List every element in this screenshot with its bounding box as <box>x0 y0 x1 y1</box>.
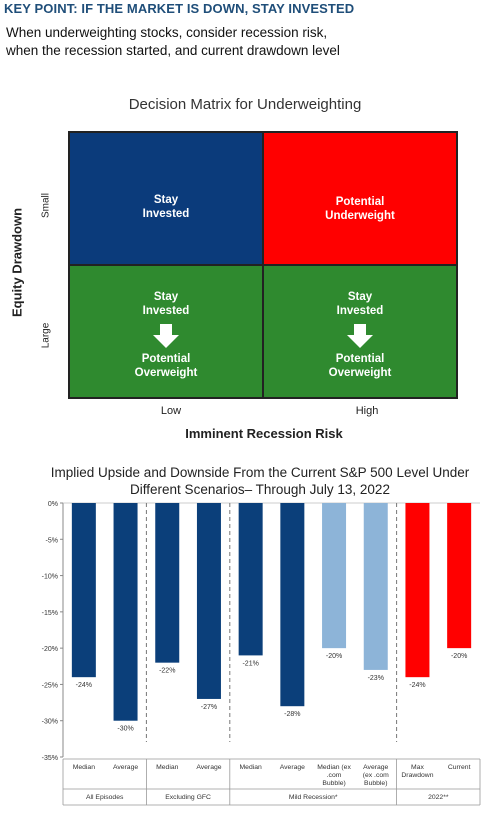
down-arrow-icon <box>347 324 373 348</box>
cell-line: Invested <box>142 305 190 317</box>
bar <box>71 503 96 678</box>
bar-value-label: -27% <box>201 704 217 711</box>
y-tick-label: -30% <box>42 719 58 726</box>
category-label: Average <box>363 764 388 771</box>
category-label: Drawdown <box>401 772 433 779</box>
bar <box>280 503 305 707</box>
bar <box>363 503 388 670</box>
matrix-y-axis-title: Equity Drawdown <box>9 207 25 318</box>
category-label: Current <box>448 764 471 771</box>
bar <box>238 503 263 656</box>
cell-line: Overweight <box>134 367 198 379</box>
cell-text: Potential Overweight <box>264 352 456 380</box>
cell-text: Stay Invested <box>70 290 262 318</box>
cell-text: Potential Underweight <box>264 195 456 223</box>
chart-title: Implied Upside and Downside From the Cur… <box>50 465 470 497</box>
cell-text: Stay Invested <box>264 290 456 318</box>
bar-value-label: -24% <box>76 682 92 689</box>
matrix-x-label-low: Low <box>160 405 182 417</box>
bar-value-label: -21% <box>242 660 258 667</box>
y-tick-label: -15% <box>42 610 58 617</box>
bar-value-label: -22% <box>159 668 175 675</box>
bar-value-label: -30% <box>117 726 133 733</box>
matrix-y-label-large: Large <box>40 322 52 349</box>
category-label: Bubble) <box>364 780 387 787</box>
y-tick-label: -35% <box>42 755 58 762</box>
group-label: All Episodes <box>86 794 124 801</box>
cell-line: Potential <box>141 353 191 365</box>
cell-line: Stay <box>153 291 179 303</box>
bar <box>155 503 180 663</box>
bar <box>113 503 138 721</box>
y-tick-label: -10% <box>42 574 58 581</box>
category-label: Median <box>73 764 96 771</box>
bar-chart: 0% -5% -10% -15% -20% -25% -30% -35% -24% Median -… <box>42 501 481 806</box>
bar-value-label: -23% <box>368 675 384 682</box>
bar-value-label: -20% <box>451 653 467 660</box>
decision-matrix: Stay Invested Potential Underweight Stay… <box>68 131 458 399</box>
bar <box>196 503 221 699</box>
matrix-y-label-small: Small <box>40 193 52 219</box>
category-label: .com <box>327 772 342 779</box>
bar-value-label: -28% <box>284 711 300 718</box>
category-label: Average <box>196 764 221 771</box>
y-tick-label: -5% <box>46 537 58 544</box>
bar-value-label: -24% <box>409 682 425 689</box>
bar-value-label: -20% <box>326 653 342 660</box>
down-arrow-icon <box>153 324 179 348</box>
y-tick-label: 0% <box>48 501 58 508</box>
cell-line: Stay <box>347 291 373 303</box>
bar <box>322 503 347 649</box>
cell-text: Potential Overweight <box>70 352 262 380</box>
group-label: Excluding GFC <box>165 794 211 801</box>
category-label: Bubble) <box>322 780 345 787</box>
key-point-subtitle-line2: when the recession started, and current … <box>6 43 340 58</box>
y-tick-label: -20% <box>42 646 58 653</box>
group-label: 2022** <box>428 794 449 801</box>
matrix-cell-large-low: Stay Invested Potential Overweight <box>69 265 263 398</box>
matrix-x-axis-title: Imminent Recession Risk <box>185 426 343 441</box>
key-point-subtitle-line1: When underweighting stocks, consider rec… <box>6 25 328 40</box>
matrix-cell-large-high: Stay Invested Potential Overweight <box>263 265 457 398</box>
cell-line: Invested <box>142 208 190 220</box>
cell-line: Potential <box>335 196 385 208</box>
matrix-x-label-high: High <box>355 405 379 417</box>
bar <box>447 503 472 649</box>
matrix-cell-small-low: Stay Invested <box>69 132 263 265</box>
cell-text: Stay Invested <box>70 193 262 221</box>
category-label: Max <box>411 764 424 771</box>
cell-line: Underweight <box>325 210 395 222</box>
matrix-cell-small-high: Potential Underweight <box>263 132 457 265</box>
cell-line: Overweight <box>328 367 392 379</box>
category-label: Median <box>156 764 179 771</box>
category-label: Median (ex <box>317 764 351 771</box>
cell-line: Invested <box>336 305 384 317</box>
group-label: Mild Recession* <box>289 794 338 801</box>
category-label: Average <box>113 764 138 771</box>
cell-line: Stay <box>153 194 179 206</box>
category-label: (ex .com <box>363 772 389 779</box>
y-tick-label: -25% <box>42 682 58 689</box>
matrix-title: Decision Matrix for Underweighting <box>128 96 362 113</box>
key-point-title: KEY POINT: IF THE MARKET IS DOWN, STAY I… <box>4 1 355 16</box>
bar <box>405 503 430 678</box>
category-label: Median <box>240 764 263 771</box>
key-point-subtitle: When underweighting stocks, consider rec… <box>6 24 340 60</box>
cell-line: Potential <box>335 353 385 365</box>
category-label: Average <box>280 764 305 771</box>
